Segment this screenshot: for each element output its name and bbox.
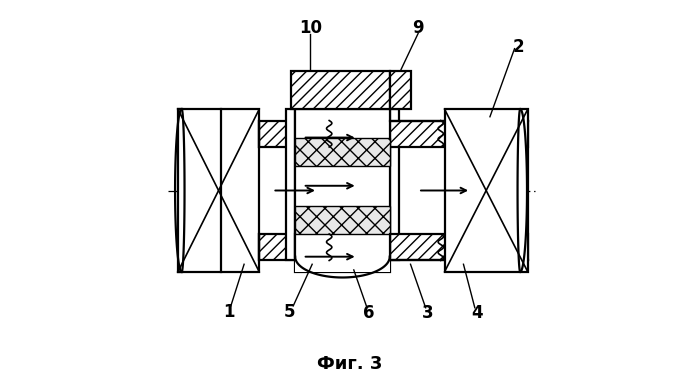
Bar [178,109,259,272]
Text: 3: 3 [421,304,433,322]
Bar [390,71,410,109]
Text: Фиг. 3: Фиг. 3 [317,355,383,373]
Bar [295,138,390,166]
Text: 10: 10 [299,19,322,37]
Bar [178,109,259,272]
Text: 1: 1 [223,303,235,320]
Text: 2: 2 [512,38,524,56]
Text: 5: 5 [284,303,295,320]
Bar [259,147,333,234]
Text: 4: 4 [471,304,482,322]
Bar [390,109,399,261]
Bar [295,206,390,234]
Bar [259,234,333,261]
Bar [259,120,333,147]
Bar [390,120,528,147]
Text: 6: 6 [363,304,374,322]
Bar [291,71,390,109]
Bar [295,109,390,272]
Bar [295,234,390,272]
Bar [390,234,528,261]
Text: 9: 9 [412,19,424,37]
Bar [390,147,528,234]
Bar [286,109,295,261]
Bar [444,109,528,272]
